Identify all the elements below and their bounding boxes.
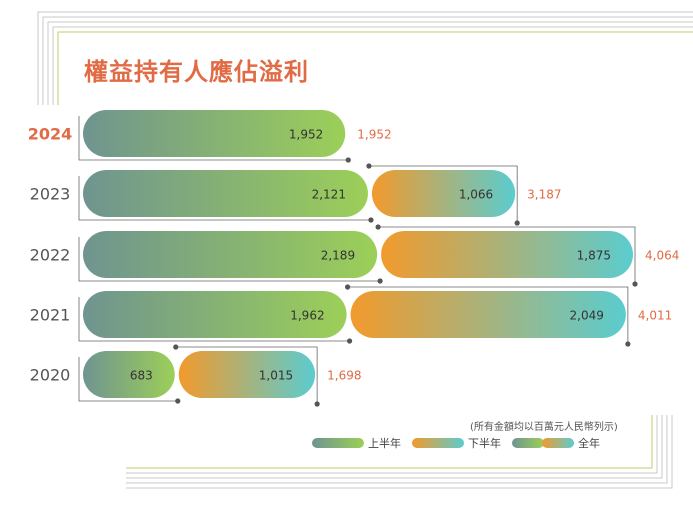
value-label-h2-2020: 1,015 <box>259 369 293 383</box>
bracket-h1-2020 <box>78 357 178 402</box>
year-label-2022: 2022 <box>30 246 71 265</box>
frame-line-bottom <box>126 415 673 489</box>
value-label-h1-2020: 683 <box>130 369 153 383</box>
bracket-h2-2021 <box>347 286 629 344</box>
bracket-dot-h1-2024 <box>345 157 351 163</box>
frame-line-top <box>47 21 693 105</box>
value-label-h1-2023: 2,121 <box>312 188 346 202</box>
value-label-h2-2021: 2,049 <box>570 309 604 323</box>
legend-label-full: 全年 <box>578 437 600 450</box>
legend-label-h1: 上半年 <box>368 437 401 450</box>
value-label-h1-2024: 1,952 <box>289 128 323 142</box>
legend-swatch-full-h1 <box>512 438 544 448</box>
bracket-dot-h2-end-2023 <box>514 220 520 226</box>
year-label-2020: 2020 <box>30 366 71 385</box>
value-label-h1-2022: 2,189 <box>321 249 355 263</box>
bracket-h1-2021 <box>78 297 350 342</box>
bar-h2-2020 <box>178 351 316 398</box>
total-label-2020: 1,698 <box>327 369 361 383</box>
value-label-h1-2021: 1,962 <box>290 309 324 323</box>
frame-line-bottom <box>126 415 658 474</box>
bracket-dot-h2-end-2022 <box>632 281 638 287</box>
bracket-dot-h2-2020 <box>173 344 179 350</box>
bar-h1-2023 <box>83 170 368 217</box>
unit-note: (所有金額均以百萬元人民幣列示) <box>470 422 618 433</box>
bracket-dot-h1-2022 <box>377 278 383 284</box>
bracket-dot-h1-2023 <box>368 217 374 223</box>
bars-layer: 2024 1,952 1,952 2023 2,121 1,066 3,187 2022 2,1… <box>28 110 679 407</box>
bracket-dot-h1-2021 <box>346 338 353 344</box>
bracket-dot-h2-2022 <box>375 224 381 230</box>
bracket-h2-2020 <box>175 346 318 404</box>
bracket-h1-2023 <box>78 176 371 221</box>
legend-label-h2: 下半年 <box>468 437 501 450</box>
frame-line-top <box>37 11 693 105</box>
total-label-2024: 1,952 <box>357 128 391 142</box>
year-label-2023: 2023 <box>30 185 71 204</box>
bar-h1-2020 <box>83 351 175 398</box>
year-label-2021: 2021 <box>30 306 71 325</box>
bracket-dot-h1-2020 <box>175 398 181 404</box>
legend-item-full: 全年 <box>512 433 600 453</box>
frame-line-bottom <box>126 415 663 479</box>
chart-title: 權益持有人應佔溢利 <box>84 58 309 86</box>
year-label-2024: 2024 <box>28 125 73 144</box>
legend-item-h2: 下半年 <box>412 433 501 453</box>
bar-h1-2024 <box>83 110 346 157</box>
legend-swatch-h2 <box>412 438 464 448</box>
bar-h2-2022 <box>381 231 633 278</box>
value-label-h2-2023: 1,066 <box>459 188 493 202</box>
bracket-dot-h2-end-2021 <box>625 341 631 347</box>
bracket-dot-h2-2021 <box>344 284 351 290</box>
bar-h1-2021 <box>83 291 347 338</box>
value-label-h2-2022: 1,875 <box>577 249 611 263</box>
frame-line-top <box>42 16 693 105</box>
frame-line-bottom <box>126 415 668 484</box>
frame-line-top <box>52 26 693 105</box>
bar-h1-2022 <box>83 231 378 278</box>
bar-h2-2023 <box>371 170 516 217</box>
bracket-h1-2024 <box>78 116 349 161</box>
bracket-h2-2023 <box>368 165 518 223</box>
legend-swatch-h1 <box>312 438 364 448</box>
bracket-dot-h2-end-2020 <box>314 401 320 407</box>
total-label-2023: 3,187 <box>527 188 561 202</box>
bracket-h1-2022 <box>78 237 381 282</box>
bar-h2-2021 <box>350 291 626 338</box>
frame-line-top <box>57 31 693 105</box>
bracket-h2-2022 <box>378 226 636 284</box>
total-label-2021: 4,011 <box>638 309 672 323</box>
bracket-dot-h2-2023 <box>366 163 372 169</box>
frame-line-bottom <box>126 415 653 469</box>
legend-swatch-full-h2 <box>542 438 574 448</box>
total-label-2022: 4,064 <box>645 249 679 263</box>
legend-item-h1: 上半年 <box>312 433 401 453</box>
decorative-frame-lines <box>37 11 693 489</box>
